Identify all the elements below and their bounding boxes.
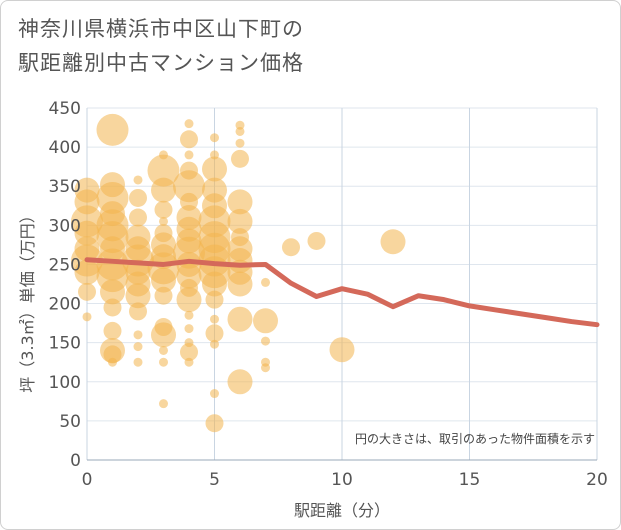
bubble-point [133,357,143,367]
bubble-point [205,414,224,433]
chart-title-line-2: 駅距離別中古マンション価格 [18,51,304,75]
y-tick-label: 200 [49,295,81,315]
bubble-point [154,200,173,219]
bubble-point [103,345,122,364]
axis-ticks: 0 50 100 150 200 250 300 350 400 450 0 5 10 15 20 [49,99,608,490]
bubble-point [129,302,147,321]
y-tick-label: 150 [49,334,81,354]
bubble-point [282,238,300,257]
bubble-point [147,154,180,187]
bubble-point [261,277,270,287]
bubble-point [202,156,227,182]
y-tick-label: 350 [49,177,81,197]
bubble-point [159,216,168,226]
y-tick-label: 400 [49,138,81,158]
bubble-size-note: 円の大きさは、取引のあった物件面積を示す [355,431,595,446]
bubble-point [227,306,253,332]
bubble-point [329,337,355,363]
y-tick-label: 0 [70,451,81,471]
x-tick-label: 10 [331,470,353,490]
y-axis-label: 坪（3.3㎡）単価（万円） [18,207,37,392]
x-tick-label: 0 [82,470,93,490]
y-tick-label: 300 [49,216,81,236]
bubble-point [261,363,270,373]
bubble-point [103,321,122,340]
bubble-point [210,339,219,349]
y-tick-label: 100 [49,373,81,393]
chart-title-line-1: 神奈川県横浜市中区山下町の [18,17,304,41]
bubble-point [184,150,194,160]
bubble-layer [71,113,406,433]
bubble-point [184,119,194,129]
bubble-point [154,286,173,305]
bubble-point [180,343,198,362]
bubble-point [210,389,219,399]
y-tick-label: 50 [59,412,81,432]
bubble-point [133,330,143,340]
bubble-point [210,133,219,143]
bubble-point [129,188,147,207]
bubble-point [380,229,406,255]
bubble-point [96,113,129,146]
bubble-point [159,399,168,409]
bubble-point [133,175,143,185]
bubble-point [78,282,96,301]
chart-title: 神奈川県横浜市中区山下町の 駅距離別中古マンション価格 [18,12,304,80]
bubble-point [103,298,122,317]
bubble-point [100,279,125,305]
bubble-point [184,324,194,334]
bubble-point [205,290,224,309]
bubble-point [151,322,176,348]
bubble-point [227,208,253,234]
bubble-point [173,170,205,203]
bubble-point [125,283,151,309]
bubble-point [176,287,202,313]
x-tick-label: 5 [209,470,220,490]
bubble-point [210,314,219,324]
bubble-point [235,120,245,130]
bubble-point [261,336,270,346]
bubble-point [227,369,253,395]
bubble-point [151,177,176,203]
x-axis-label: 駅距離（分） [294,501,390,520]
bubble-point [159,345,168,355]
bubble-point [74,259,100,285]
bubble-point [129,208,147,227]
bubble-point [133,342,143,352]
bubble-point [235,138,245,148]
average-price-line [84,257,600,328]
y-tick-label: 250 [49,255,81,275]
bubble-point [184,310,194,320]
bubble-point [253,308,278,334]
bubble-point [307,231,326,250]
bubble-point [227,189,253,215]
bubble-point [151,267,176,293]
bubble-point [184,357,194,367]
bubble-point [202,271,227,297]
bubble-point [82,312,92,322]
bubble-point [159,357,168,367]
bubble-point [227,271,253,297]
bubble-point [180,130,198,149]
bubble-point [205,324,224,343]
x-tick-label: 20 [586,470,608,490]
bubble-point [231,149,249,168]
bubble-point [235,126,245,136]
x-tick-label: 15 [459,470,481,490]
y-tick-label: 450 [49,99,81,119]
